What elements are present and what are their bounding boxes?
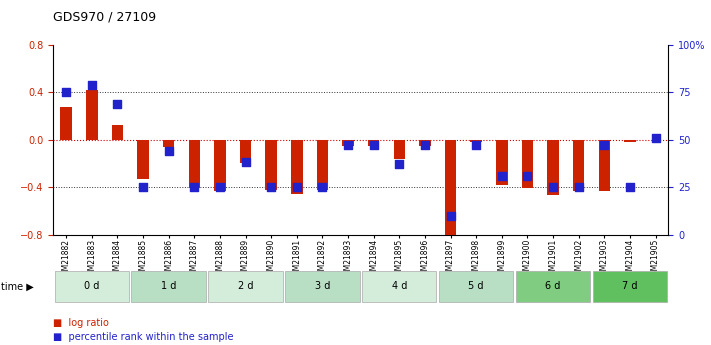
Bar xyxy=(86,90,97,140)
Point xyxy=(650,135,661,140)
Bar xyxy=(393,140,405,159)
FancyBboxPatch shape xyxy=(132,271,205,302)
Bar xyxy=(471,140,482,142)
Bar xyxy=(316,140,328,189)
FancyBboxPatch shape xyxy=(593,271,667,302)
Point xyxy=(624,184,636,190)
Text: 3 d: 3 d xyxy=(315,282,330,291)
Text: time ▶: time ▶ xyxy=(1,282,33,291)
FancyBboxPatch shape xyxy=(285,271,360,302)
Bar xyxy=(522,140,533,188)
FancyBboxPatch shape xyxy=(439,271,513,302)
Text: 6 d: 6 d xyxy=(545,282,561,291)
Text: 5 d: 5 d xyxy=(469,282,484,291)
Point xyxy=(342,142,353,148)
Point xyxy=(265,184,277,190)
Point xyxy=(394,161,405,167)
Bar xyxy=(342,140,354,146)
Point xyxy=(573,184,584,190)
Point xyxy=(419,142,431,148)
Text: 7 d: 7 d xyxy=(622,282,638,291)
Text: 2 d: 2 d xyxy=(237,282,253,291)
Point xyxy=(112,101,123,106)
Point xyxy=(599,142,610,148)
Text: 1 d: 1 d xyxy=(161,282,176,291)
FancyBboxPatch shape xyxy=(516,271,590,302)
Point xyxy=(368,142,380,148)
Bar xyxy=(163,140,174,147)
Bar xyxy=(188,140,200,188)
Point xyxy=(188,184,200,190)
Point xyxy=(163,148,174,154)
Point xyxy=(60,89,72,95)
Point xyxy=(496,173,508,178)
Text: 0 d: 0 d xyxy=(84,282,100,291)
Bar xyxy=(214,140,225,191)
Point xyxy=(137,184,149,190)
FancyBboxPatch shape xyxy=(208,271,283,302)
Bar xyxy=(547,140,559,196)
Bar xyxy=(291,140,303,194)
Point xyxy=(214,184,225,190)
Point xyxy=(291,184,302,190)
Bar xyxy=(368,140,380,146)
Point xyxy=(316,184,328,190)
Bar xyxy=(496,140,508,185)
Point xyxy=(240,160,251,165)
Point xyxy=(86,82,97,87)
Point xyxy=(445,213,456,218)
Point xyxy=(471,142,482,148)
Bar xyxy=(624,140,636,142)
Text: 4 d: 4 d xyxy=(392,282,407,291)
Bar xyxy=(419,140,431,146)
FancyBboxPatch shape xyxy=(362,271,437,302)
Bar xyxy=(137,140,149,179)
Point xyxy=(522,173,533,178)
Bar xyxy=(112,126,123,140)
Text: ■  percentile rank within the sample: ■ percentile rank within the sample xyxy=(53,332,234,342)
Bar xyxy=(240,140,251,164)
Point xyxy=(547,184,559,190)
Bar xyxy=(445,140,456,240)
FancyBboxPatch shape xyxy=(55,271,129,302)
Bar xyxy=(265,140,277,189)
Text: ■  log ratio: ■ log ratio xyxy=(53,318,109,328)
Bar xyxy=(599,140,610,191)
Bar xyxy=(60,107,72,140)
Bar xyxy=(573,140,584,191)
Text: GDS970 / 27109: GDS970 / 27109 xyxy=(53,10,156,23)
